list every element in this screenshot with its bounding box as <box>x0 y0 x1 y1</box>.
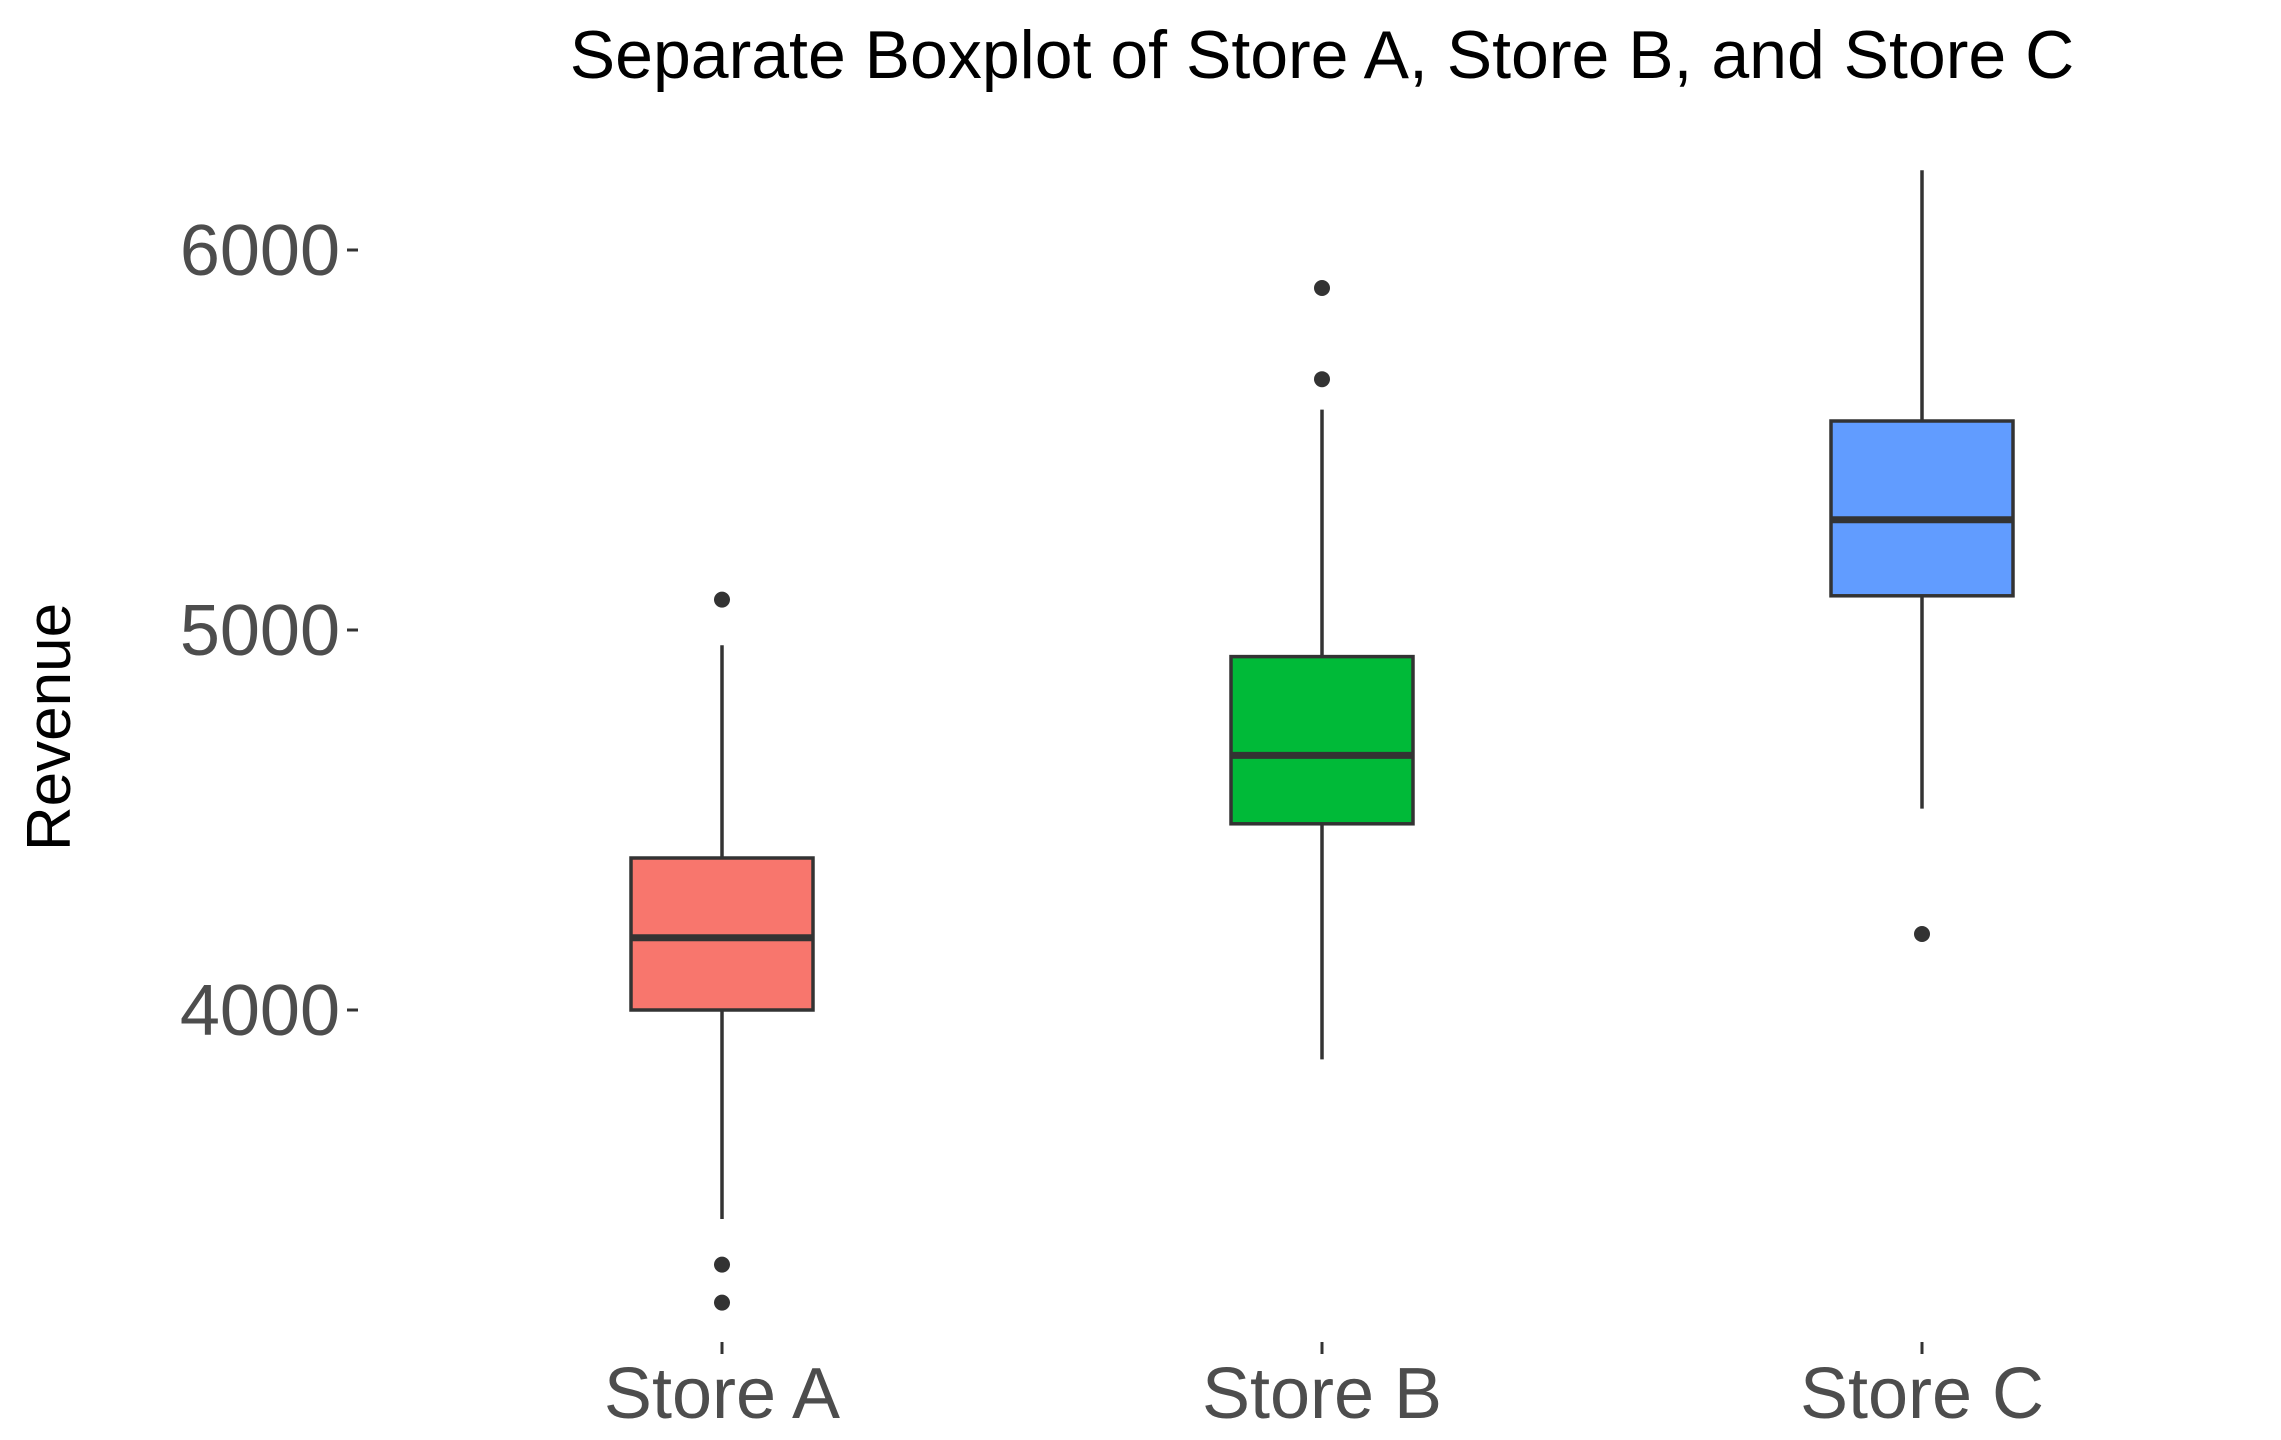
x-tick-label: Store A <box>604 1354 840 1434</box>
boxes <box>629 170 2015 1311</box>
y-tick-label: 6000 <box>180 211 340 291</box>
iqr-box <box>1229 654 1415 826</box>
box-store-c <box>1829 170 2015 942</box>
y-axis-label: Revenue <box>15 603 84 851</box>
axis-ticks: 4000 5000 6000 Store A Store B Store C <box>180 211 2044 1434</box>
iqr-box <box>629 856 815 1012</box>
outlier-point <box>714 1256 730 1273</box>
y-tick-label: 5000 <box>180 591 340 671</box>
y-tick-label: 4000 <box>180 971 340 1051</box>
chart-title: Separate Boxplot of Store A, Store B, an… <box>570 17 2074 93</box>
outlier-point <box>1314 371 1330 388</box>
box-store-b <box>1229 280 1415 1060</box>
x-tick-label: Store B <box>1202 1354 1442 1434</box>
outlier-point <box>1914 926 1930 942</box>
x-tick-label: Store C <box>1800 1354 2044 1434</box>
outlier-point <box>714 591 730 608</box>
box-store-a <box>629 591 815 1311</box>
iqr-box <box>1829 419 2015 598</box>
outlier-point <box>714 1294 730 1311</box>
outlier-point <box>1314 280 1330 296</box>
